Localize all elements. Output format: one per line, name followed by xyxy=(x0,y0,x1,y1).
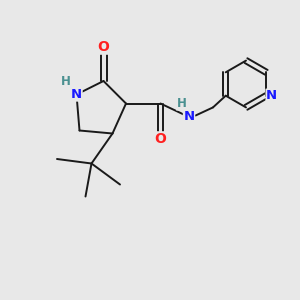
Text: O: O xyxy=(98,40,110,54)
Text: N: N xyxy=(266,89,277,102)
Text: H: H xyxy=(177,97,186,110)
Text: N: N xyxy=(71,88,82,101)
Text: O: O xyxy=(154,132,166,146)
Text: H: H xyxy=(61,75,71,88)
Text: N: N xyxy=(183,110,195,124)
